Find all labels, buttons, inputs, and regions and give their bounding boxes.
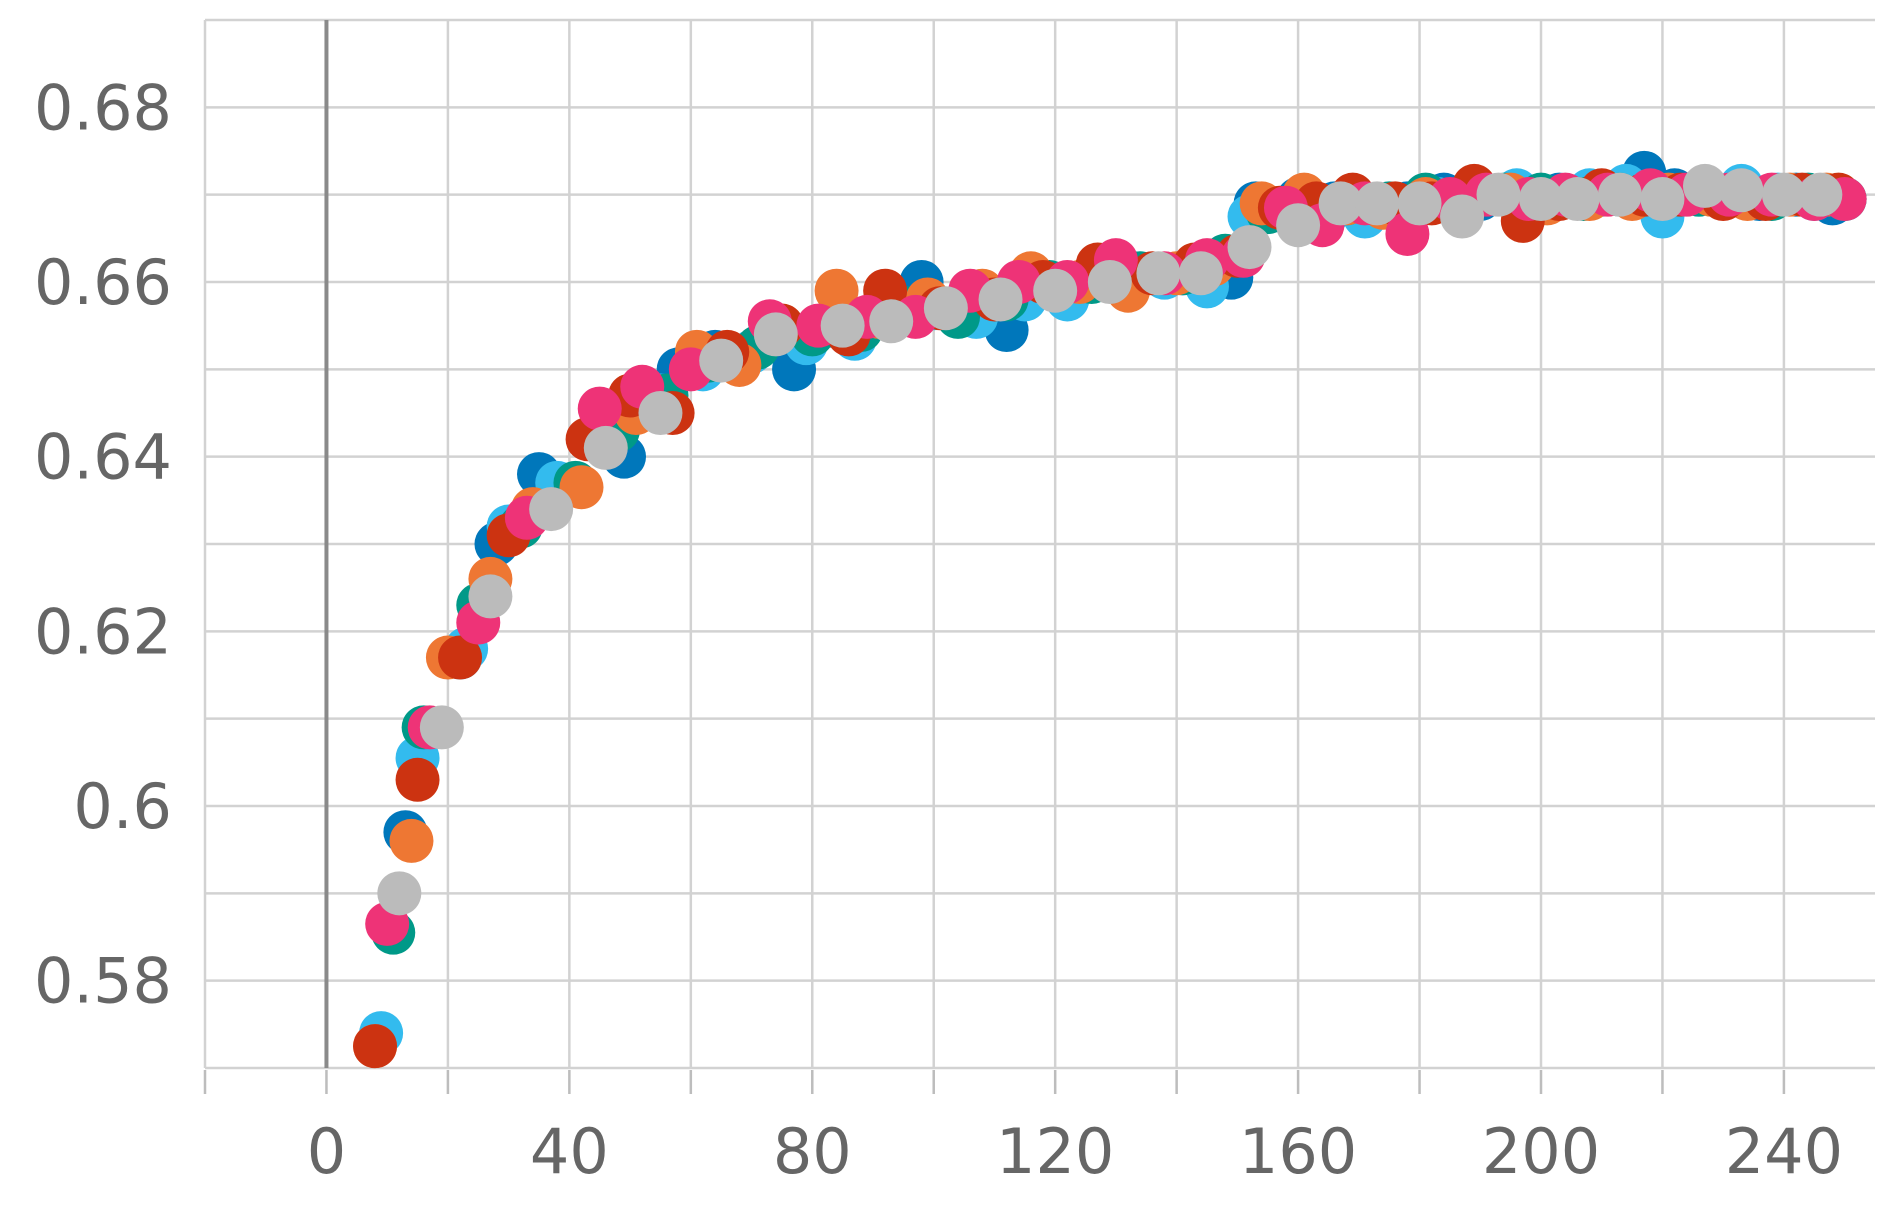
- data-point: [1555, 177, 1600, 222]
- x-tick-label: 160: [1239, 1115, 1357, 1188]
- data-point: [438, 635, 483, 680]
- data-point: [1719, 168, 1764, 213]
- axes: 0 40 80 120 160 200 240 0.58 0.6 0.62 0.64 0.66 0.68: [34, 71, 1843, 1188]
- data-point: [638, 391, 683, 435]
- data-point: [814, 268, 859, 313]
- x-tick-label: 200: [1482, 1115, 1600, 1188]
- y-tick-label: 0.66: [34, 246, 172, 319]
- data-point: [377, 871, 422, 916]
- data-point: [577, 386, 622, 431]
- data-point: [389, 818, 434, 863]
- data-point: [978, 277, 1023, 322]
- data-point: [1640, 177, 1685, 222]
- series-6: [377, 163, 1843, 916]
- data-point: [1597, 172, 1642, 217]
- data-point: [1033, 268, 1078, 313]
- x-tick-label: 40: [530, 1115, 609, 1188]
- x-tick-label: 0: [307, 1115, 346, 1188]
- data-point: [820, 303, 865, 348]
- data-point: [1476, 172, 1521, 217]
- data-point: [699, 338, 744, 383]
- x-tick-label: 120: [996, 1115, 1114, 1188]
- y-tick-label: 0.62: [34, 595, 172, 668]
- data-point: [1136, 251, 1181, 296]
- data-point: [559, 465, 604, 510]
- data-points: [353, 150, 1867, 1069]
- data-point: [1318, 181, 1363, 226]
- data-point: [419, 705, 464, 750]
- data-point: [1227, 225, 1272, 270]
- y-tick-label: 0.68: [34, 71, 172, 144]
- y-tick-label: 0.58: [34, 945, 172, 1018]
- x-tick-label: 80: [773, 1115, 852, 1188]
- data-point: [1355, 181, 1400, 226]
- data-point: [468, 574, 513, 619]
- x-tick-label: 240: [1725, 1115, 1843, 1188]
- y-tick-label: 0.6: [73, 770, 172, 843]
- data-point: [1397, 181, 1442, 226]
- data-point: [1682, 163, 1727, 208]
- data-point: [1761, 172, 1806, 217]
- data-point: [923, 286, 968, 331]
- data-point: [1440, 194, 1485, 239]
- data-point: [1519, 177, 1563, 222]
- data-point: [583, 425, 628, 470]
- data-point: [753, 312, 798, 357]
- data-point: [529, 487, 574, 532]
- data-point: [1276, 203, 1321, 248]
- y-tick-label: 0.64: [34, 421, 172, 494]
- data-point: [395, 757, 440, 802]
- data-point: [1178, 251, 1223, 296]
- series-3: [353, 172, 1849, 1069]
- data-point: [869, 299, 914, 344]
- data-point: [1087, 260, 1132, 304]
- data-point: [353, 1024, 398, 1069]
- data-point: [1798, 172, 1843, 217]
